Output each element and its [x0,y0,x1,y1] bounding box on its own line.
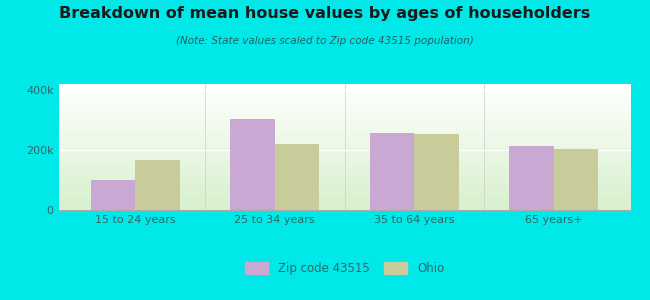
Bar [58,151,630,153]
Bar [58,113,630,116]
Bar [58,189,630,191]
Bar [58,149,630,151]
Bar [58,176,630,178]
Bar [58,128,630,130]
Bar [58,204,630,206]
Bar [509,146,554,210]
Bar [58,139,630,141]
Bar [58,143,630,145]
Bar [58,195,630,197]
Bar [58,158,630,160]
Bar [58,160,630,162]
Bar [58,202,630,204]
Bar [58,170,630,172]
Bar [58,162,630,164]
Bar [58,126,630,128]
Bar [58,97,630,99]
Bar [58,181,630,183]
Bar [58,191,630,193]
Bar [58,88,630,90]
Bar [58,147,630,149]
Bar [58,134,630,136]
Bar [58,197,630,200]
Bar [90,180,135,210]
Bar [58,116,630,118]
Bar [58,172,630,174]
Bar [58,130,630,132]
Bar [58,90,630,92]
Bar [370,133,414,210]
Bar [58,155,630,158]
Bar [58,187,630,189]
Bar [58,99,630,101]
Bar [58,206,630,208]
Bar [58,193,630,195]
Bar [135,160,180,210]
Bar [58,92,630,95]
Bar [58,107,630,109]
Bar [58,118,630,120]
Bar [58,105,630,107]
Bar [58,122,630,124]
Bar [58,141,630,143]
Bar [58,84,630,86]
Bar [58,185,630,187]
Bar [58,145,630,147]
Legend: Zip code 43515, Ohio: Zip code 43515, Ohio [240,257,449,280]
Bar [58,136,630,139]
Bar [58,174,630,176]
Bar [58,208,630,210]
Bar [58,120,630,122]
Bar [58,86,630,88]
Text: Breakdown of mean house values by ages of householders: Breakdown of mean house values by ages o… [59,6,591,21]
Bar [554,148,599,210]
Bar [58,109,630,111]
Bar [275,144,319,210]
Bar [58,124,630,126]
Bar [414,134,459,210]
Bar [58,178,630,181]
Bar [58,153,630,155]
Text: (Note: State values scaled to Zip code 43515 population): (Note: State values scaled to Zip code 4… [176,36,474,46]
Bar [58,94,630,97]
Bar [58,164,630,166]
Bar [58,101,630,103]
Bar [58,132,630,134]
Bar [58,168,630,170]
Bar [230,118,275,210]
Bar [58,183,630,185]
Bar [58,103,630,105]
Bar [58,200,630,202]
Bar [58,166,630,168]
Bar [58,111,630,113]
